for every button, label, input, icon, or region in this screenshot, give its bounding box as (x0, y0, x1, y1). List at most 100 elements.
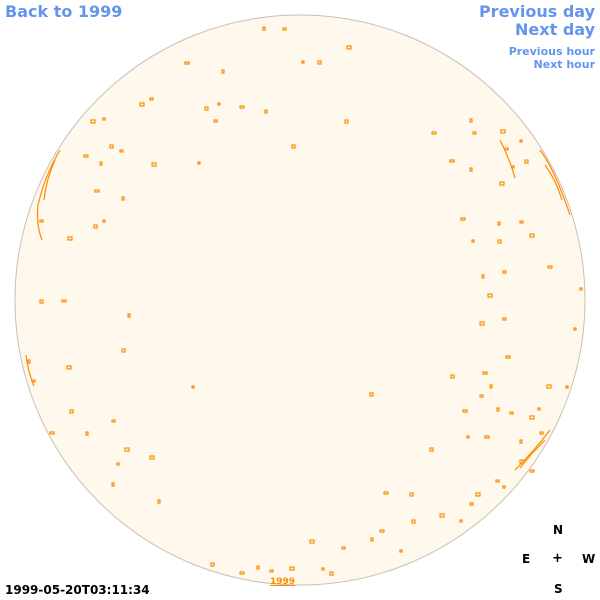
solar-feature-mark (502, 485, 506, 489)
solar-feature-mark (157, 499, 161, 504)
solar-feature-mark (282, 27, 287, 31)
solar-feature-mark (291, 144, 296, 149)
solar-feature-mark (399, 549, 403, 553)
solar-feature-contour (539, 149, 571, 216)
solar-disk (14, 14, 586, 586)
solar-feature-mark (496, 407, 500, 412)
solar-feature-mark (479, 394, 484, 398)
solar-feature-mark (529, 233, 535, 238)
compass-north: N (553, 523, 564, 537)
solar-feature-mark (256, 565, 260, 570)
solar-feature-mark (102, 219, 106, 223)
solar-feature-mark (565, 385, 569, 389)
solar-feature-mark (524, 159, 529, 164)
solar-feature-mark (99, 161, 103, 166)
solar-feature-mark (529, 469, 535, 473)
compass-center-icon: + (552, 551, 563, 566)
solar-feature-mark (502, 270, 507, 274)
solar-feature-contour (36, 149, 61, 241)
solar-feature-mark (504, 147, 509, 151)
solar-feature-mark (481, 274, 485, 279)
solar-feature-mark (111, 419, 116, 423)
solar-feature-mark (431, 131, 437, 135)
solar-feature-mark (502, 317, 507, 321)
solar-feature-mark (39, 299, 44, 304)
solar-feature-mark (221, 69, 225, 74)
solar-feature-mark (317, 60, 322, 65)
solar-feature-mark (469, 118, 473, 123)
solar-feature-mark (519, 139, 523, 143)
solar-feature-mark (472, 131, 477, 135)
solar-feature-mark (346, 45, 352, 50)
solar-feature-mark (547, 265, 553, 269)
compass-west: W (582, 552, 596, 566)
solar-feature-contour (43, 159, 56, 201)
solar-feature-mark (505, 355, 511, 359)
solar-feature-mark (537, 407, 541, 411)
next-hour-link[interactable]: Next hour (533, 58, 596, 71)
solar-feature-mark (124, 447, 130, 452)
solar-feature-mark (197, 161, 201, 165)
solar-feature-mark (149, 455, 155, 460)
solar-feature-mark (239, 571, 245, 575)
solar-feature-mark (466, 435, 470, 439)
solar-feature-mark (462, 409, 468, 413)
solar-feature-mark (151, 162, 157, 167)
timestamp-label: 1999-05-20T03:11:34 (5, 583, 150, 597)
solar-feature-mark (94, 189, 100, 193)
next-day-link[interactable]: Next day (515, 20, 595, 39)
solar-feature-mark (409, 492, 414, 497)
back-to-year-link[interactable]: Back to 1999 (5, 2, 123, 21)
previous-hour-link[interactable]: Previous hour (508, 45, 595, 58)
solar-feature-mark (529, 415, 535, 420)
solar-feature-mark (27, 359, 31, 364)
solar-feature-mark (482, 371, 488, 375)
solar-feature-mark (459, 519, 463, 523)
solar-feature-mark (369, 392, 374, 397)
solar-feature-mark (127, 313, 131, 318)
solar-feature-contour (519, 439, 546, 469)
solar-feature-mark (83, 154, 89, 158)
solar-feature-mark (309, 539, 315, 544)
solar-feature-mark (539, 431, 544, 435)
solar-feature-mark (429, 447, 434, 452)
solar-feature-mark (460, 217, 466, 221)
solar-feature-mark (509, 411, 514, 415)
solar-feature-contour (514, 429, 551, 471)
solar-feature-mark (66, 365, 72, 370)
solar-feature-mark (139, 102, 145, 107)
year-link[interactable]: 1999 (270, 577, 296, 587)
compass-east: E (522, 552, 531, 566)
solar-feature-contour (544, 164, 563, 201)
solar-feature-mark (579, 287, 583, 291)
solar-feature-mark (213, 119, 218, 123)
solar-feature-mark (264, 109, 268, 114)
solar-feature-mark (67, 236, 73, 241)
solar-feature-mark (497, 239, 502, 244)
solar-feature-mark (204, 106, 209, 111)
solar-feature-mark (69, 409, 74, 414)
solar-feature-mark (439, 513, 445, 518)
solar-feature-mark (573, 327, 577, 331)
solar-feature-mark (411, 519, 416, 524)
solar-feature-mark (121, 348, 126, 353)
solar-feature-mark (149, 97, 154, 101)
solar-feature-mark (497, 221, 501, 226)
previous-day-link[interactable]: Previous day (478, 2, 595, 21)
solar-feature-mark (449, 159, 455, 163)
solar-feature-mark (109, 144, 114, 149)
solar-feature-mark (301, 60, 305, 64)
solar-feature-mark (121, 196, 125, 201)
solar-feature-mark (499, 181, 505, 186)
solar-feature-mark (321, 567, 325, 571)
solar-feature-mark (487, 293, 493, 298)
solar-feature-mark (119, 149, 124, 153)
solar-feature-mark (85, 431, 89, 436)
solar-feature-mark (370, 537, 374, 542)
solar-feature-mark (450, 374, 455, 379)
solar-feature-mark (519, 439, 523, 444)
solar-feature-mark (475, 492, 481, 497)
solar-feature-mark (111, 482, 115, 487)
